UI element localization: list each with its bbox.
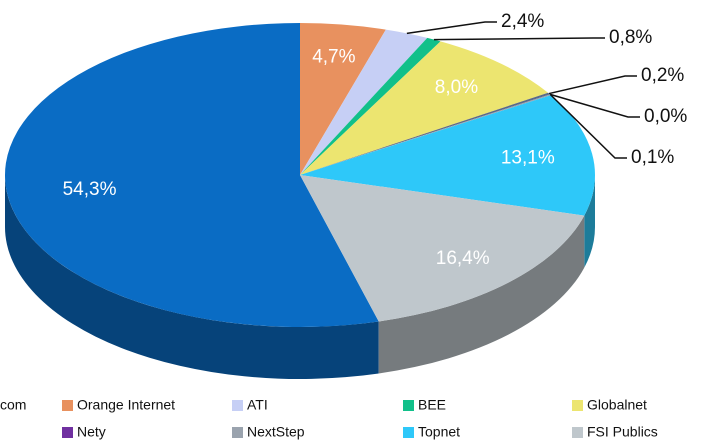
data-label: 8,0% <box>435 77 478 98</box>
slice <box>300 95 595 216</box>
slice <box>4 23 379 328</box>
legend-label: NextStep <box>247 424 305 440</box>
slice <box>300 41 549 176</box>
legend-label: Globalnet <box>587 397 647 413</box>
legend-swatch <box>62 427 73 438</box>
leader-line <box>406 21 497 35</box>
legend-label: ATI <box>247 397 268 413</box>
legend-swatch <box>403 400 414 411</box>
slice <box>300 29 428 175</box>
leader-line <box>433 37 605 41</box>
legend-swatch <box>572 400 583 411</box>
slice <box>300 92 551 175</box>
slice-side <box>5 175 379 379</box>
leader-line <box>549 93 640 118</box>
data-label: 0,0% <box>644 106 687 127</box>
data-label: 54,3% <box>63 179 117 200</box>
slice-side <box>584 175 595 268</box>
slice <box>300 175 585 322</box>
data-label: 2,4% <box>501 11 544 32</box>
legend-swatch <box>232 427 243 438</box>
slice <box>300 23 386 175</box>
legend-label: BEE <box>418 397 446 413</box>
leader-line <box>548 75 637 95</box>
legend-swatch <box>232 400 243 411</box>
legend-label: Orange Internet <box>77 397 175 413</box>
slice <box>300 94 552 175</box>
data-label: 4,7% <box>312 47 355 68</box>
legend-swatch <box>572 427 583 438</box>
legend-label: com <box>0 397 26 413</box>
slice-side <box>378 215 585 374</box>
slice <box>300 37 441 175</box>
legend-label: FSI Publics <box>587 424 658 440</box>
data-label: 0,2% <box>641 65 684 86</box>
data-label: 13,1% <box>501 147 555 168</box>
legend-label: Topnet <box>418 424 460 440</box>
data-label: 0,1% <box>631 147 674 168</box>
data-label: 0,8% <box>609 27 652 48</box>
legend-swatch <box>62 400 73 411</box>
leader-line <box>550 94 627 159</box>
legend-swatch <box>403 427 414 438</box>
legend-label: Nety <box>77 424 106 440</box>
data-label: 16,4% <box>436 248 490 269</box>
